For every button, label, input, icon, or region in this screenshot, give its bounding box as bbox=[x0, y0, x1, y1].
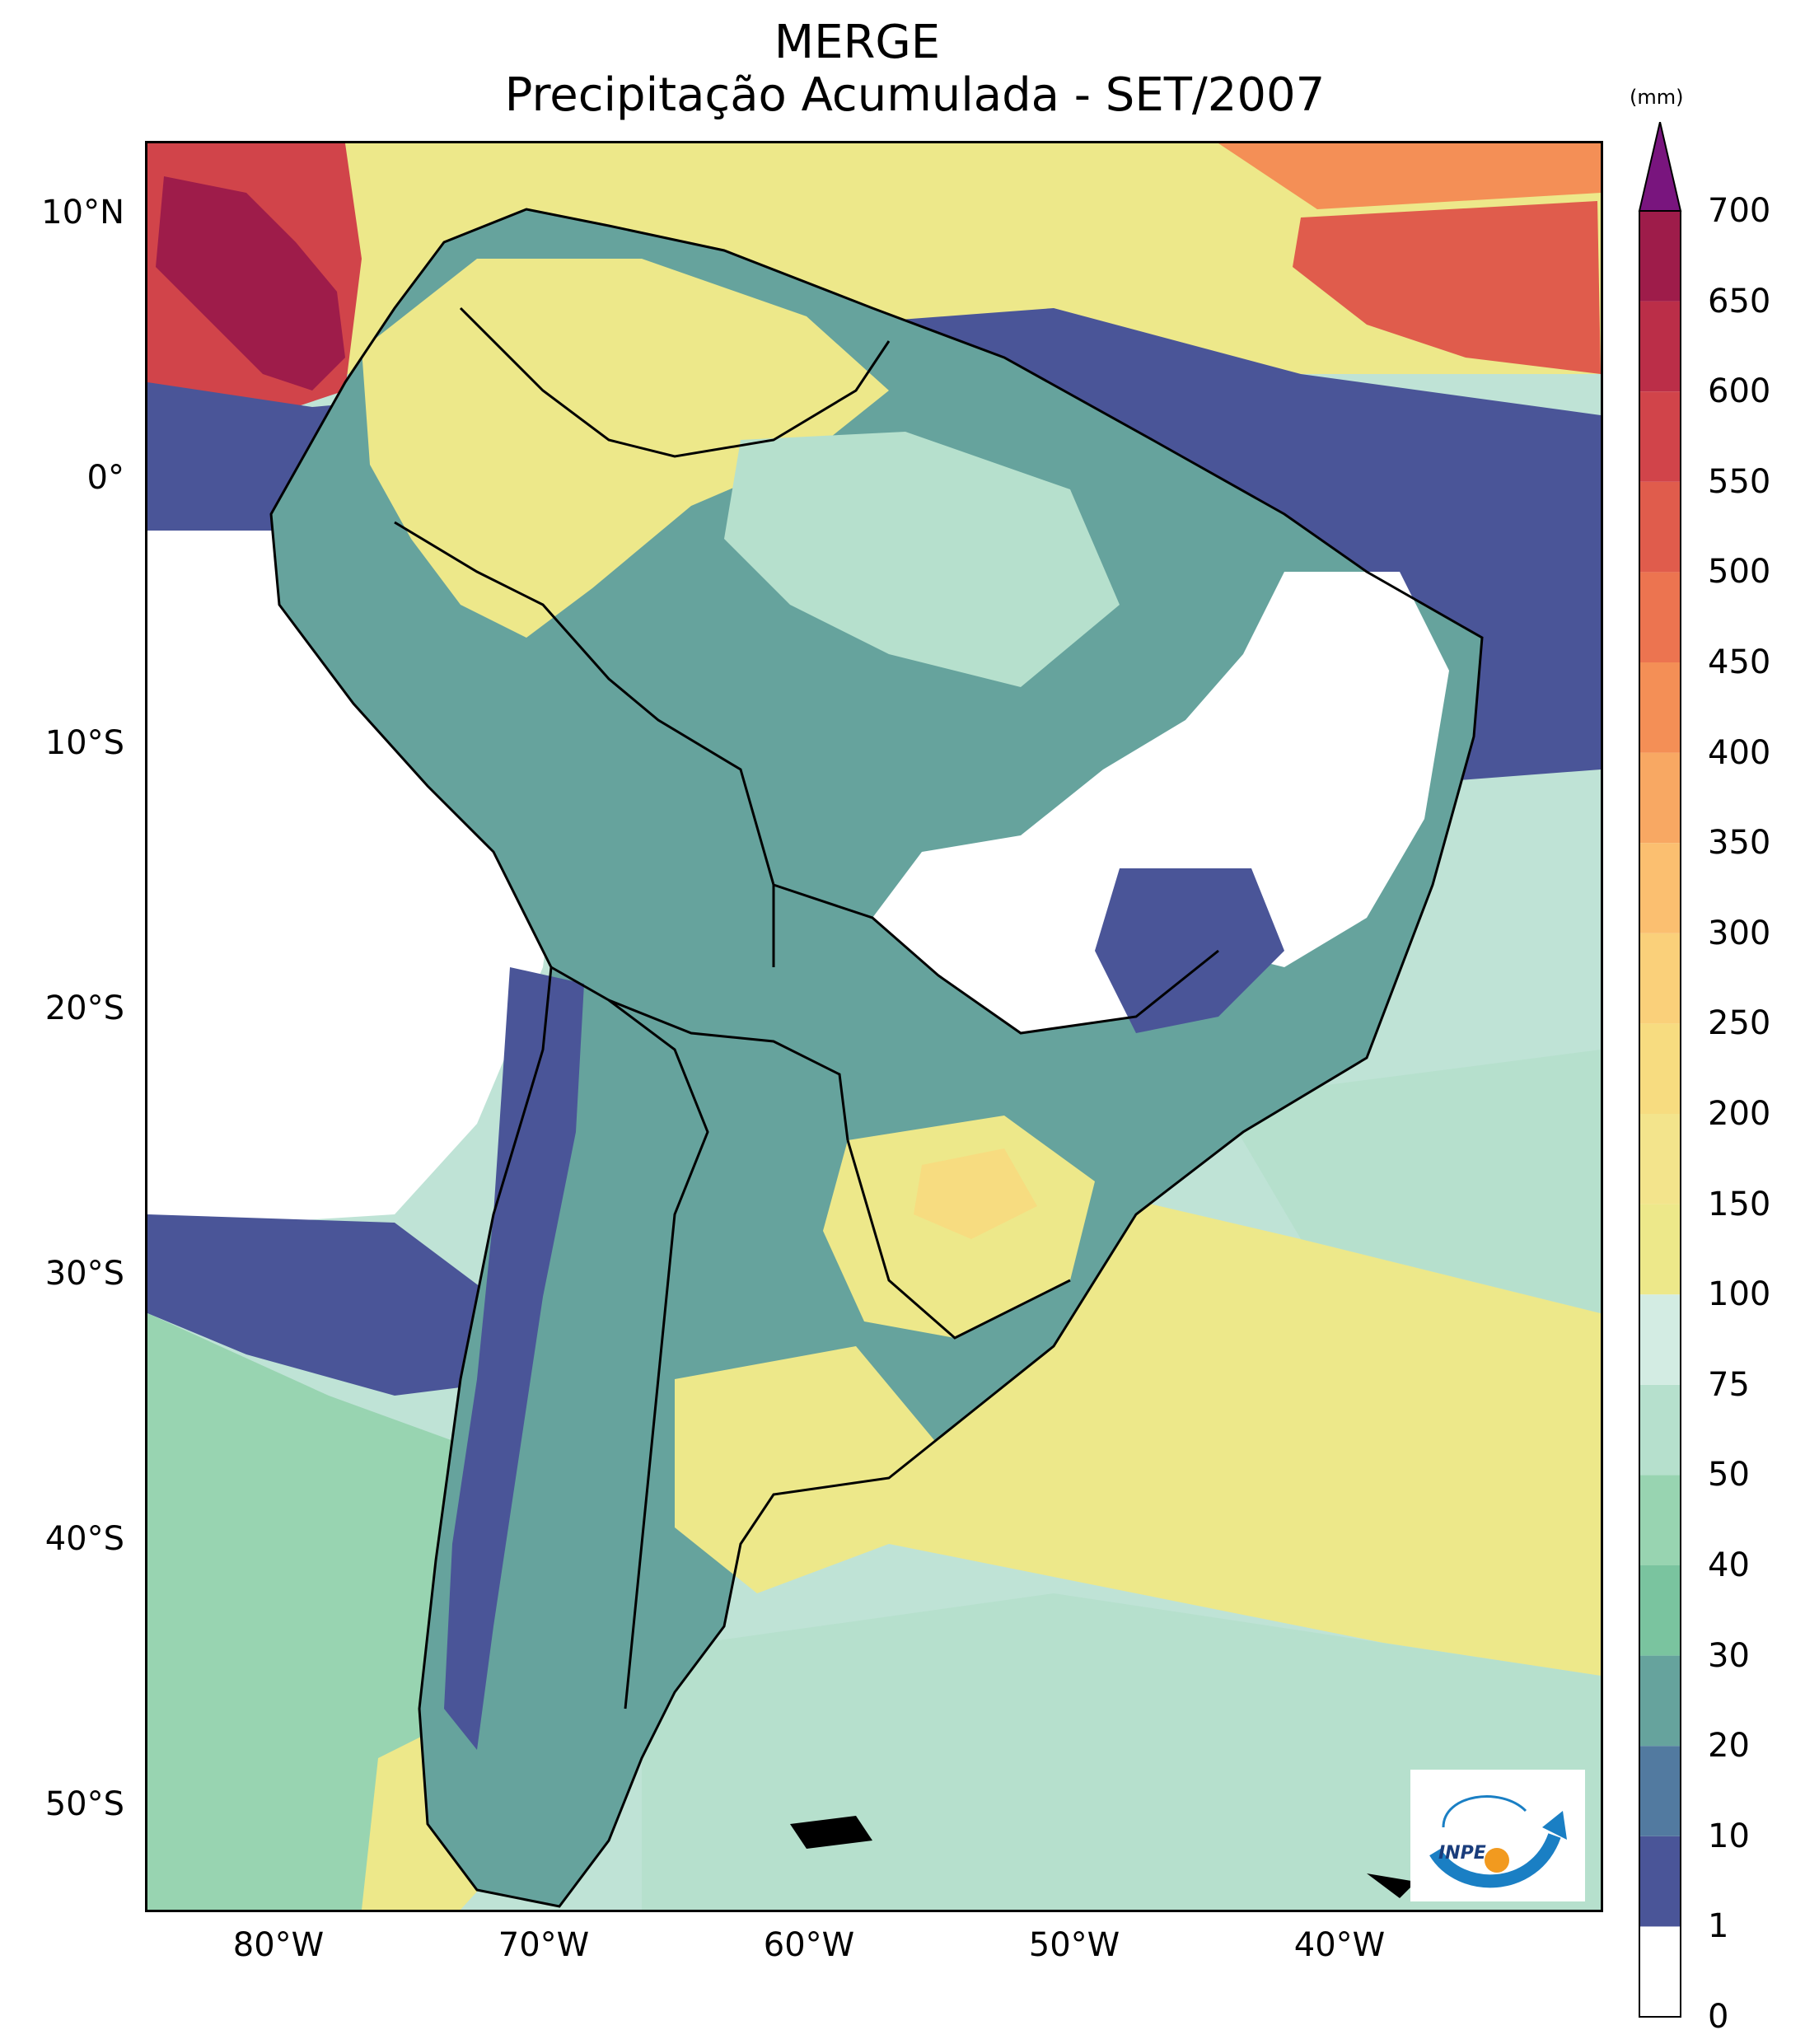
south-georgia-island bbox=[1367, 1873, 1416, 1898]
rio-grande-do-sul-max bbox=[914, 1148, 1037, 1239]
colorbar-segment bbox=[1639, 843, 1681, 933]
colorbar-segment bbox=[1639, 1475, 1681, 1565]
colorbar-segment bbox=[1639, 752, 1681, 844]
central-amazon-rain bbox=[724, 432, 1120, 687]
colorbar-tick-label: 40 bbox=[1708, 1546, 1750, 1584]
colorbar-tick-label: 1 bbox=[1708, 1907, 1729, 1946]
lat-tick-10s: 10°S bbox=[44, 724, 124, 762]
northwest-amazon-rain bbox=[362, 259, 889, 638]
pacific-low-rain bbox=[147, 1214, 526, 1396]
inpe-logo: INPE bbox=[1410, 1770, 1585, 1901]
brazil-state-borders bbox=[773, 883, 1219, 1035]
lat-tick-30s: 30°S bbox=[44, 1255, 124, 1293]
colorbar-tick-label: 30 bbox=[1708, 1636, 1750, 1675]
southeast-brazil-low-rain bbox=[1095, 868, 1284, 1033]
argentina-rain bbox=[675, 1346, 938, 1593]
south-america-continent bbox=[271, 209, 1482, 1906]
atlantic-north-orange bbox=[1218, 143, 1601, 209]
atlantic-itcz-max bbox=[1293, 201, 1601, 374]
colorbar-segment bbox=[1639, 572, 1681, 662]
colorbar-tick-label: 700 bbox=[1708, 192, 1771, 230]
colorbar-segment bbox=[1639, 1746, 1681, 1836]
colorbar-segment bbox=[1639, 301, 1681, 392]
falkland-islands bbox=[790, 1816, 872, 1849]
inpe-logo-text: INPE bbox=[1438, 1843, 1486, 1864]
lat-tick-20s: 20°S bbox=[44, 989, 124, 1027]
colorbar-tick-label: 75 bbox=[1708, 1365, 1750, 1404]
colorbar-segment bbox=[1639, 1204, 1681, 1295]
map-title: MERGE Precipitação Acumulada - SET/2007 bbox=[0, 16, 1805, 123]
colorbar-tick-label: 10 bbox=[1708, 1817, 1750, 1855]
lon-tick-70w: 70°W bbox=[498, 1926, 590, 1964]
colorbar-segment bbox=[1639, 933, 1681, 1024]
lat-tick-10n: 10°N bbox=[41, 194, 124, 232]
bolivia-paraguay-border bbox=[608, 999, 849, 1141]
lon-tick-50w: 50°W bbox=[1028, 1926, 1120, 1964]
colorbar-tick-label: 0 bbox=[1708, 1998, 1729, 2036]
colorbar-unit-label: (mm) bbox=[1630, 86, 1684, 109]
colorbar-segment bbox=[1639, 1114, 1681, 1204]
colorbar-segment bbox=[1639, 211, 1681, 302]
colorbar-tick-label: 100 bbox=[1708, 1275, 1771, 1314]
uruguay-border bbox=[846, 1139, 1071, 1340]
colorbar-segment bbox=[1639, 391, 1681, 482]
colorbar-extend-arrow bbox=[1638, 122, 1682, 212]
colorbar-tick-label: 200 bbox=[1708, 1095, 1771, 1133]
colorbar-segment bbox=[1639, 1023, 1681, 1114]
lat-tick-0: 0° bbox=[87, 459, 124, 497]
chile-argentina-border bbox=[550, 966, 709, 1710]
lon-tick-40w: 40°W bbox=[1293, 1926, 1386, 1964]
venezuela-brazil-border bbox=[459, 306, 891, 458]
colorbar-tick-label: 300 bbox=[1708, 914, 1771, 952]
colorbar-tick-label: 400 bbox=[1708, 733, 1771, 772]
colorbar-segment bbox=[1639, 1655, 1681, 1747]
coastline bbox=[269, 208, 1484, 1908]
colorbar-tick-label: 550 bbox=[1708, 462, 1771, 501]
colorbar-tick-label: 650 bbox=[1708, 282, 1771, 320]
title-line-1: MERGE bbox=[774, 16, 941, 69]
colorbar-tick-label: 150 bbox=[1708, 1185, 1771, 1223]
colorbar-tick-label: 450 bbox=[1708, 643, 1771, 681]
lon-tick-60w: 60°W bbox=[763, 1926, 855, 1964]
colorbar-outline bbox=[1639, 210, 1681, 2018]
country-borders bbox=[269, 208, 1484, 1908]
colorbar-tick-label: 20 bbox=[1708, 1727, 1750, 1766]
lat-tick-40s: 40°S bbox=[44, 1520, 124, 1558]
colorbar-tick-label: 600 bbox=[1708, 372, 1771, 411]
title-line-2: Precipitação Acumulada - SET/2007 bbox=[504, 68, 1326, 123]
colorbar-tick-label: 50 bbox=[1708, 1456, 1750, 1494]
colorbar bbox=[1638, 122, 1682, 2018]
colombia-pacific-max bbox=[156, 176, 345, 391]
central-brazil-dry-zone bbox=[872, 572, 1449, 1033]
lat-tick-50s: 50°S bbox=[44, 1785, 124, 1823]
andes-low-rain-strip bbox=[444, 967, 584, 1750]
precipitation-map bbox=[145, 141, 1603, 1912]
lon-tick-80w: 80°W bbox=[232, 1926, 325, 1964]
colorbar-segment bbox=[1639, 662, 1681, 753]
colorbar-segment bbox=[1639, 1836, 1681, 1927]
peru-brazil-border bbox=[394, 521, 775, 967]
colorbar-segment bbox=[1639, 1294, 1681, 1385]
colorbar-tick-label: 350 bbox=[1708, 824, 1771, 863]
colorbar-segment bbox=[1639, 1565, 1681, 1656]
inpe-logo-graphic: INPE bbox=[1429, 1795, 1567, 1888]
colorbar-segment bbox=[1639, 1384, 1681, 1476]
far-south-atlantic bbox=[642, 1593, 1601, 1910]
map-canvas bbox=[147, 143, 1601, 1910]
colorbar-segment bbox=[1639, 1926, 1681, 2017]
atlantic-light-band bbox=[1218, 1050, 1601, 1313]
colorbar-tick-label: 250 bbox=[1708, 1004, 1771, 1043]
colorbar-segment bbox=[1639, 481, 1681, 573]
colorbar-tick-label: 500 bbox=[1708, 553, 1771, 592]
